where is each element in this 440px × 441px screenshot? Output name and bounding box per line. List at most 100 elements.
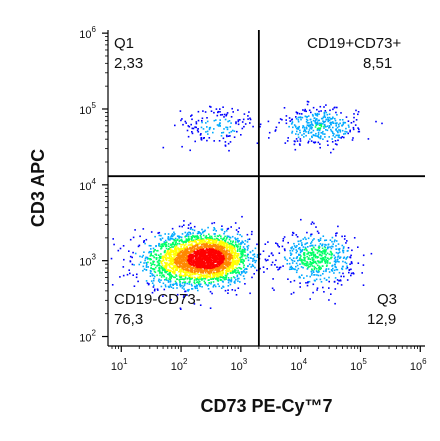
event-dot	[212, 281, 215, 283]
event-dot	[312, 129, 315, 132]
event-dot	[337, 252, 339, 255]
event-dot	[290, 247, 293, 250]
event-dot	[316, 287, 319, 289]
event-dot	[221, 280, 224, 283]
event-dot	[346, 279, 349, 281]
event-dot	[234, 263, 236, 266]
event-dot	[183, 244, 186, 247]
event-dot	[322, 130, 324, 133]
event-dot	[186, 262, 189, 264]
event-dot	[227, 249, 230, 251]
event-dot	[232, 111, 234, 113]
event-dot	[236, 274, 239, 277]
event-dot	[215, 230, 217, 232]
event-dot	[319, 124, 321, 126]
event-dot	[216, 277, 218, 279]
event-dot	[170, 235, 172, 238]
event-dot	[230, 256, 232, 258]
event-dot	[326, 247, 329, 250]
event-dot	[169, 262, 172, 265]
event-dot	[303, 254, 306, 257]
event-dot	[199, 245, 202, 248]
event-dot	[178, 237, 180, 239]
event-dot	[234, 247, 236, 250]
event-dot	[321, 265, 324, 267]
event-dot	[160, 234, 162, 237]
event-dot	[154, 253, 156, 256]
event-dot	[221, 269, 223, 271]
event-dot	[325, 261, 327, 263]
event-dot	[217, 278, 219, 280]
quadrant-name: CD19-CD73-	[114, 291, 201, 308]
event-dot	[219, 114, 222, 116]
event-dot	[200, 233, 202, 235]
event-dot	[244, 240, 247, 242]
event-dot	[337, 139, 339, 142]
event-dot	[169, 283, 172, 286]
event-dot	[299, 116, 302, 119]
event-dot	[156, 261, 159, 263]
event-dot	[201, 238, 204, 240]
event-dot	[225, 256, 228, 259]
event-dot	[310, 128, 313, 130]
event-dot	[172, 262, 174, 264]
event-dot	[175, 268, 178, 271]
event-dot	[212, 253, 214, 255]
event-dot	[240, 261, 242, 263]
event-dot	[218, 259, 221, 262]
event-dot	[168, 274, 171, 276]
event-dot	[320, 117, 323, 120]
event-dot	[156, 288, 159, 290]
event-dot	[195, 248, 198, 250]
event-dot	[193, 239, 195, 242]
event-dot	[197, 237, 200, 239]
event-dot	[221, 258, 223, 261]
event-dot	[190, 278, 192, 280]
event-dot	[175, 249, 178, 252]
event-dot	[175, 254, 177, 256]
event-dot	[203, 241, 206, 243]
event-dot	[185, 243, 187, 245]
event-dot	[156, 264, 159, 267]
event-dot	[290, 254, 292, 256]
event-dot	[153, 256, 155, 259]
event-dot	[334, 302, 336, 305]
event-dot	[311, 244, 314, 247]
event-dot	[158, 234, 161, 237]
event-dot	[184, 276, 187, 279]
event-dot	[245, 268, 247, 270]
event-dot	[330, 118, 332, 120]
event-dot	[149, 269, 152, 272]
event-dot	[300, 266, 303, 268]
event-dot	[188, 269, 190, 271]
event-dot	[219, 258, 222, 260]
event-dot	[322, 138, 324, 140]
event-dot	[311, 126, 313, 129]
event-dot	[175, 244, 178, 246]
event-dot	[199, 267, 201, 270]
event-dot	[216, 246, 219, 248]
event-dot	[129, 238, 132, 241]
event-dot	[297, 128, 299, 130]
event-dot	[299, 138, 302, 140]
event-dot	[199, 134, 202, 136]
event-dot	[191, 114, 193, 116]
event-dot	[330, 257, 332, 260]
event-dot	[311, 221, 314, 223]
event-dot	[222, 106, 224, 108]
event-dot	[218, 260, 221, 262]
event-dot	[343, 246, 345, 248]
event-dot	[145, 256, 147, 259]
event-dot	[203, 239, 205, 242]
event-dot	[160, 265, 163, 268]
event-dot	[167, 273, 170, 275]
event-dot	[381, 122, 383, 125]
event-dot	[193, 247, 196, 249]
event-dot	[177, 248, 180, 251]
event-dot	[337, 134, 339, 137]
event-dot	[301, 263, 304, 265]
event-dot	[190, 269, 192, 271]
event-dot	[209, 307, 212, 309]
event-dot	[303, 133, 305, 135]
